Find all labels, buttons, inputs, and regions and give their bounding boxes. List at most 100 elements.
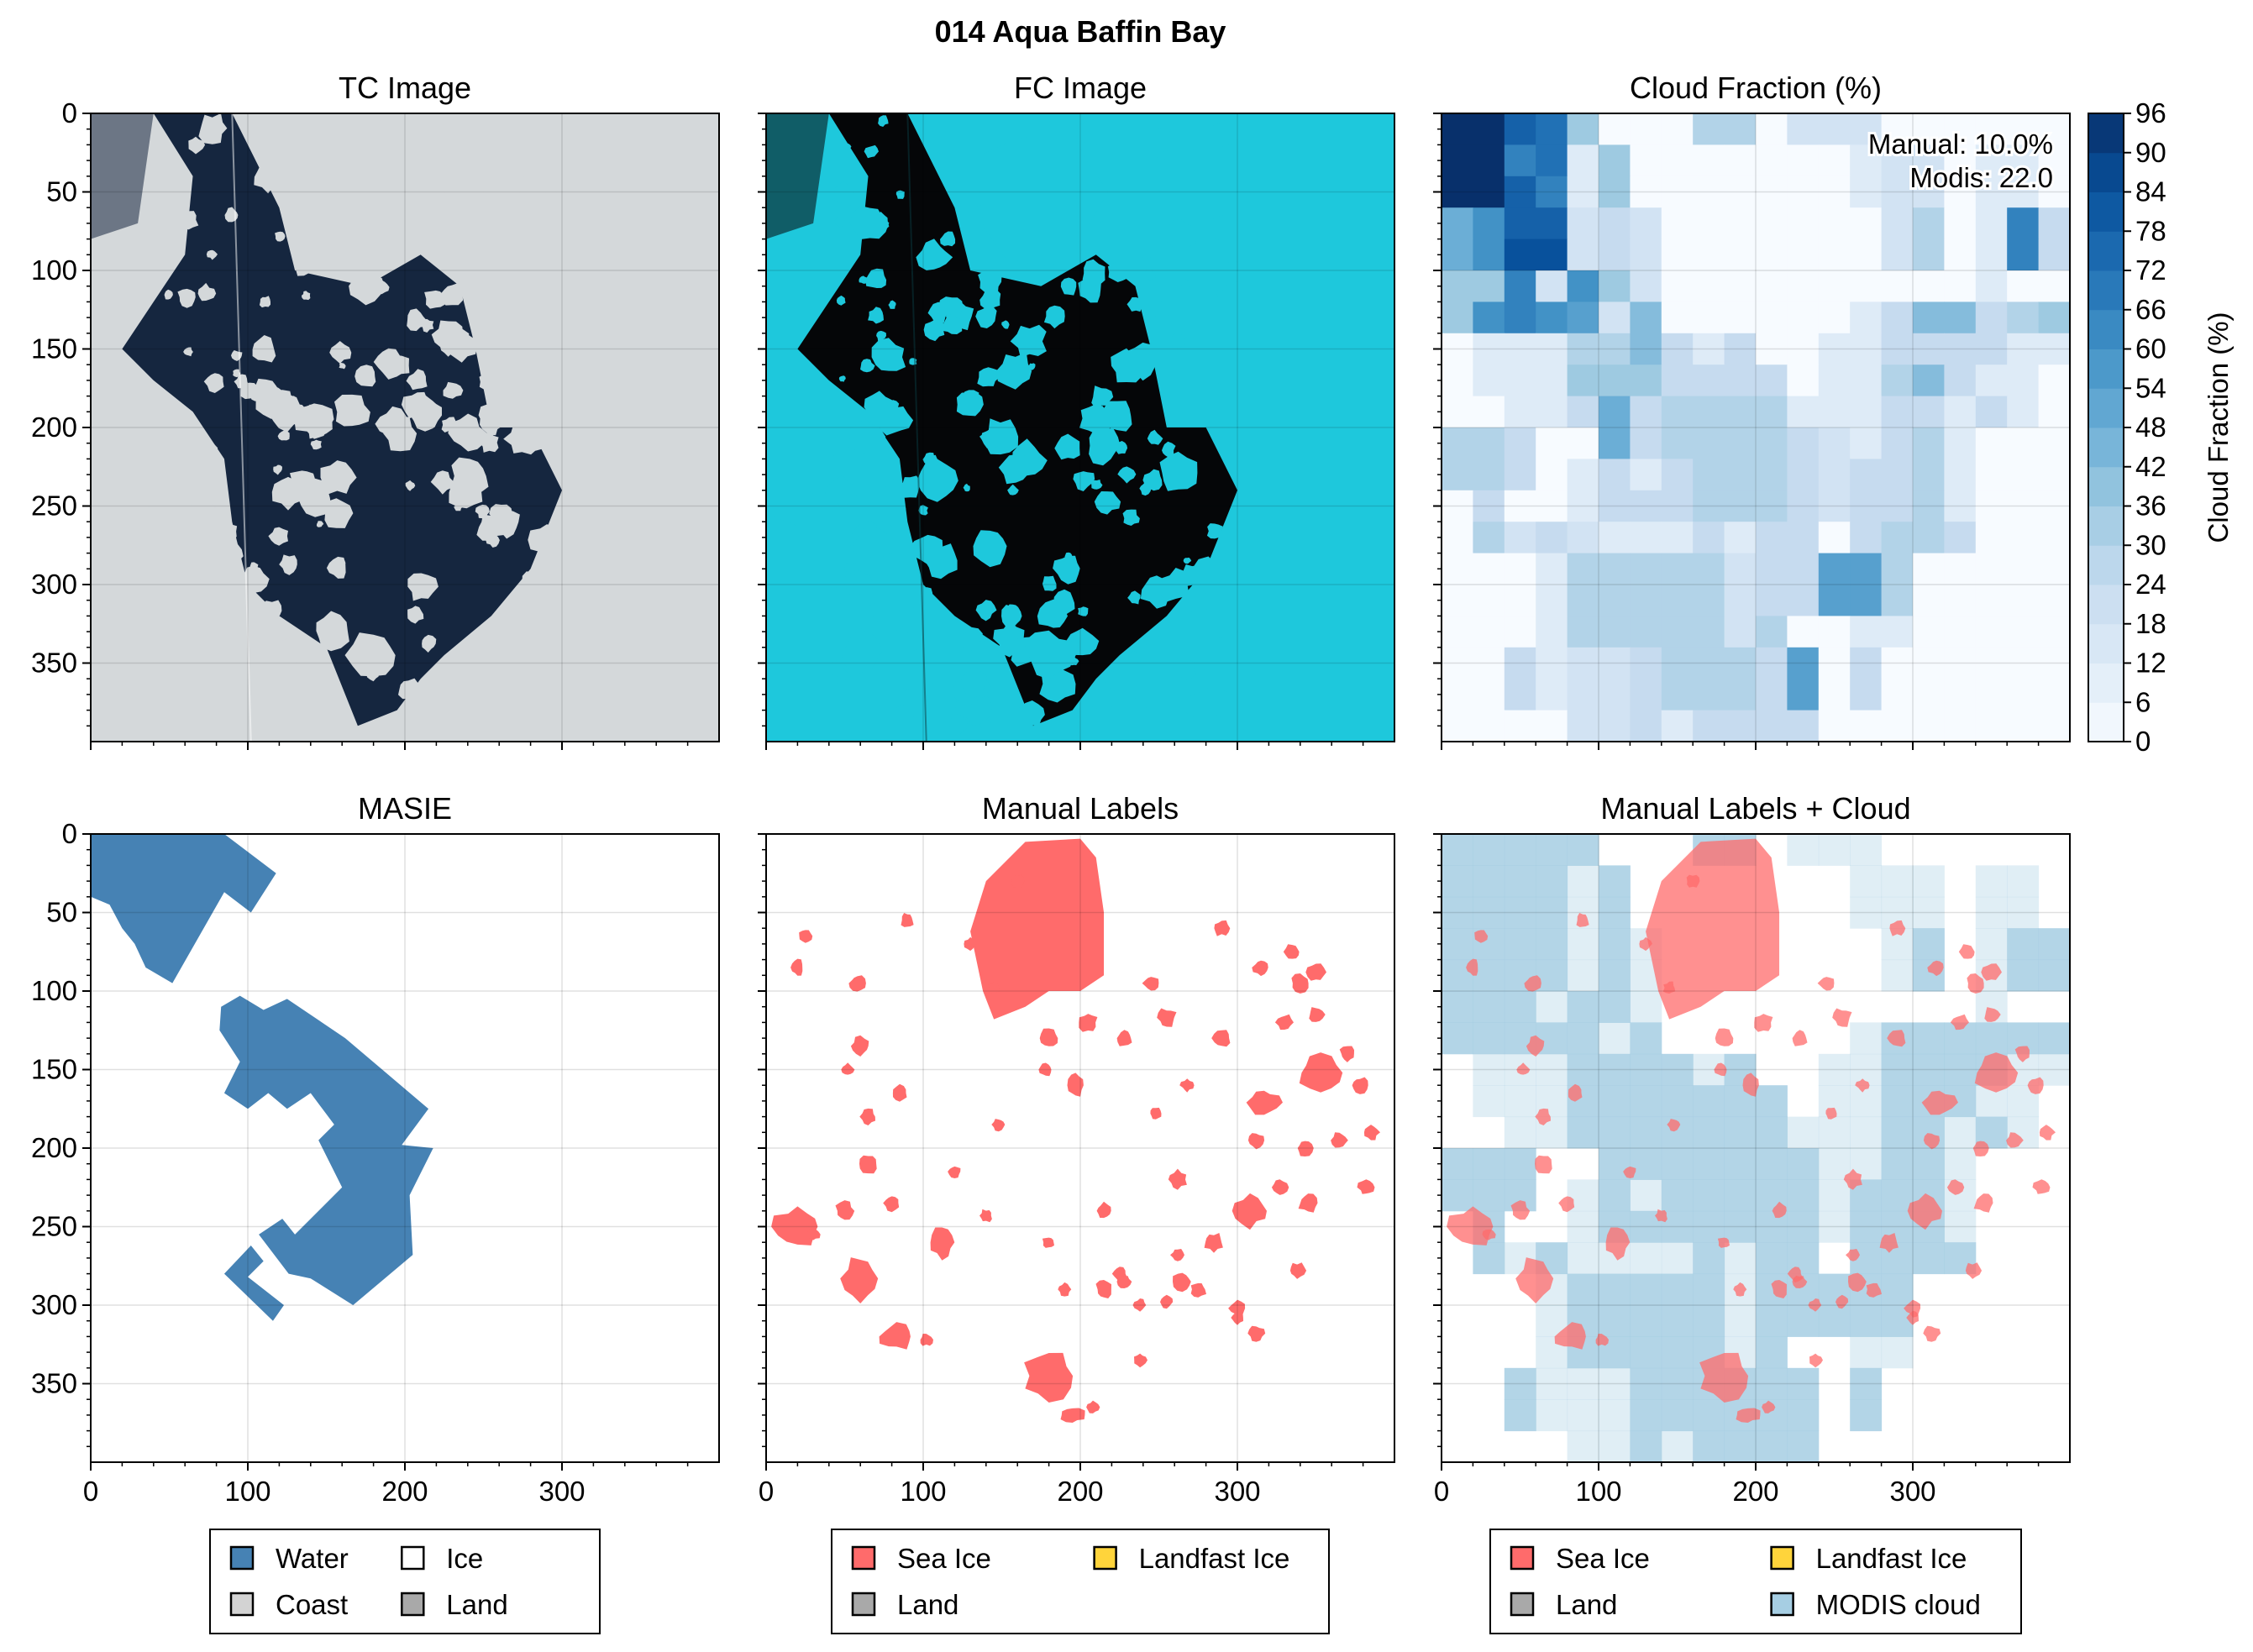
ice-floe <box>430 470 454 495</box>
heatmap-cell <box>2038 364 2070 397</box>
heatmap-cell <box>2038 427 2070 459</box>
cloud-cell <box>1661 1085 1694 1118</box>
heatmap-cell <box>1536 113 1568 145</box>
ice-floe <box>226 720 236 730</box>
heatmap-cell <box>1944 679 1977 711</box>
heatmap-cell <box>1504 679 1536 711</box>
cloud-cell <box>1850 834 1883 866</box>
sea-ice-floe <box>806 1230 821 1240</box>
cloud-cell <box>1599 1430 1631 1462</box>
heatmap-cell <box>1473 553 1505 585</box>
heatmap-cell <box>1693 364 1725 397</box>
cloud-cell <box>1724 1179 1757 1212</box>
colorbar: 0 6 12 18 24 30 36 42 48 54 60 66 72 78 84 90 96 Cloud Fr… <box>2088 97 2234 757</box>
heatmap-cell <box>1630 113 1662 145</box>
cloud-cell <box>1756 1242 1788 1275</box>
heatmap-cell <box>1693 553 1725 585</box>
ice-floe <box>233 369 241 378</box>
y-tick-label: 250 <box>31 490 77 522</box>
sea-ice-floe <box>1646 838 1780 1020</box>
heatmap-cell <box>2007 364 2040 397</box>
ice-floe <box>528 524 564 557</box>
sea-ice-floe <box>1526 1035 1545 1057</box>
ice-floe <box>168 616 186 632</box>
sea-ice-floe <box>1058 1282 1072 1297</box>
heatmap-cell <box>2038 522 2070 554</box>
heatmap-cell <box>1661 679 1694 711</box>
axes-title: TC Image <box>339 71 471 105</box>
sea-ice-floe <box>1906 1310 1919 1325</box>
sea-ice-floe <box>1558 1196 1575 1213</box>
sea-ice-floe <box>1339 1046 1354 1062</box>
heatmap-cell <box>1787 302 1820 334</box>
ice-floe <box>398 678 418 700</box>
heatmap-cell <box>1567 553 1599 585</box>
ice-floe <box>1094 491 1121 515</box>
ice-floe <box>1193 556 1226 596</box>
ice-floe <box>848 418 886 454</box>
cloud-cell <box>1599 991 1631 1023</box>
sea-ice-floe <box>1772 1201 1787 1219</box>
heatmap-cell <box>2007 176 2040 208</box>
heatmap-cell <box>1661 522 1694 554</box>
heatmap-cell <box>1787 616 1820 648</box>
cloud-cell <box>1473 896 1505 929</box>
heatmap-cell <box>1881 176 1914 208</box>
heatmap-cell <box>1850 710 1883 742</box>
heatmap-cell <box>1756 396 1788 428</box>
sea-ice-floe <box>1887 1030 1906 1047</box>
heatmap-cell <box>1661 585 1694 616</box>
sea-ice-floe <box>1923 1325 1941 1342</box>
heatmap-cell <box>1442 176 1473 208</box>
ice-floe <box>164 697 197 732</box>
ice-floe <box>921 587 933 604</box>
heatmap-cell <box>1599 585 1631 616</box>
cloud-cell <box>1724 1430 1757 1462</box>
ice-floe <box>940 231 956 247</box>
ice-floe <box>254 163 281 194</box>
heatmap-cell <box>1599 647 1631 679</box>
ice-floe <box>188 611 203 628</box>
sea-ice-floe <box>1554 1322 1586 1350</box>
heatmap-cell <box>1913 113 1945 145</box>
y-tick-label: 300 <box>31 1289 77 1320</box>
heatmap-cell <box>1850 333 1883 365</box>
y-tick-label: 300 <box>31 569 77 600</box>
heatmap-cell <box>1818 207 1851 240</box>
cloud-cell <box>1850 1399 1883 1432</box>
sea-ice-floe <box>883 1196 900 1213</box>
ice-floe <box>306 216 314 224</box>
heatmap-cell <box>1536 679 1568 711</box>
ice-floe <box>1183 557 1192 564</box>
ice-floe <box>518 396 554 438</box>
sea-ice-floe <box>1079 1014 1098 1032</box>
ice-floe <box>1209 689 1234 718</box>
ice-floe <box>973 530 1007 568</box>
ice-floe <box>153 579 166 592</box>
ice-floe <box>853 570 872 588</box>
ice-floe <box>876 330 886 342</box>
cloud-cell <box>1787 1116 1820 1149</box>
colorbar-tick-label: 66 <box>2135 294 2166 325</box>
x-tick-label: 300 <box>538 1476 585 1507</box>
axes-0: 0 50 100 150 200 250 300 350 TC Image <box>31 71 720 750</box>
x-tick-label: 100 <box>224 1476 270 1507</box>
colorbar-tick-label: 0 <box>2135 726 2151 757</box>
heatmap-cell <box>1850 459 1883 491</box>
cloud-cell <box>1693 1305 1725 1337</box>
cloud-cell <box>2007 865 2040 898</box>
cloud-cell <box>1599 1085 1631 1118</box>
ice-floe <box>199 602 239 632</box>
cloud-cell <box>1473 1085 1505 1118</box>
ice-floe <box>1162 441 1176 458</box>
sea-ice-floe <box>920 1334 933 1346</box>
heatmap-cell <box>1756 207 1788 240</box>
heatmap-cell <box>1630 616 1662 648</box>
heatmap-cell <box>2007 239 2040 271</box>
cloud-cell <box>1599 896 1631 929</box>
cloud-cell <box>1442 834 1473 866</box>
colorbar-segment <box>2088 152 2124 192</box>
ice-floe <box>832 181 855 206</box>
cloud-cell <box>1473 1242 1505 1275</box>
cloud-cell <box>1850 896 1883 929</box>
